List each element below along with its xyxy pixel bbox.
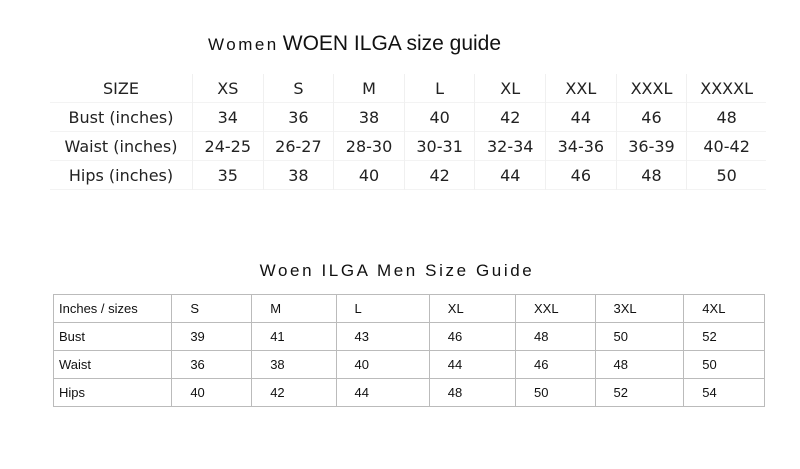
women-size-guide-title: Women WOEN ILGA size guide (208, 32, 501, 56)
table-cell: 32-34 (474, 131, 546, 161)
men-size-guide-title: Woen ILGA Men Size Guide (259, 261, 535, 280)
table-cell: 44 (545, 102, 617, 132)
table-cell: 48 (428, 378, 516, 407)
table-cell: 39 (171, 322, 253, 351)
table-cell: M (333, 74, 405, 103)
table-cell: 40-42 (686, 131, 766, 161)
table-cell: M (251, 294, 337, 323)
table-cell: 48 (514, 322, 596, 351)
women-title-prefix: Women (208, 35, 279, 54)
table-cell: 54 (683, 378, 765, 407)
table-cell: 40 (335, 350, 430, 379)
table-cell: 44 (474, 160, 546, 190)
table-cell: 24-25 (192, 131, 264, 161)
table-cell: 3XL (594, 294, 685, 323)
table-cell: 48 (594, 350, 685, 379)
table-cell: 44 (335, 378, 430, 407)
table-cell: 36 (262, 102, 334, 132)
table-cell: XL (474, 74, 546, 103)
table-cell: 40 (403, 102, 475, 132)
table-cell: 36 (171, 350, 253, 379)
row-label: SIZE (103, 78, 139, 98)
row-label: Waist (52, 350, 173, 379)
row-label: Hips (52, 378, 173, 407)
table-cell: 43 (335, 322, 430, 351)
table-cell: 42 (403, 160, 475, 190)
table-cell: 34-36 (545, 131, 617, 161)
header-row: SIZE XS S M L XL XXL XXXL XXXXL (50, 74, 766, 103)
men-size-table: Inches / sizes S M L XL XXL 3XL 4XL Bust 39 41 43 46… (52, 294, 765, 407)
table-cell: XXL (545, 74, 617, 103)
table-cell: 38 (251, 350, 337, 379)
table-cell: 52 (594, 378, 685, 407)
table-row: Hips (inches) 35 38 40 42 44 46 48 50 (50, 160, 766, 190)
table-cell: L (403, 74, 475, 103)
table-row: Waist (inches) 24-25 26-27 28-30 30-31 32-34 3… (50, 131, 766, 161)
women-size-table: SIZE XS S M L XL XXL XXXL XXXXL Bust (inches) 34 36… (50, 74, 766, 190)
table-cell: XL (428, 294, 516, 323)
table-cell: 50 (686, 160, 766, 190)
table-cell: 50 (514, 378, 596, 407)
table-cell: 41 (251, 322, 337, 351)
table-cell: S (262, 74, 334, 103)
table-cell: L (335, 294, 430, 323)
table-row: Bust (inches) 34 36 38 40 42 44 46 48 (50, 102, 766, 132)
table-cell: 44 (428, 350, 516, 379)
table-cell: 35 (192, 160, 264, 190)
row-label: Bust (inches) (68, 107, 174, 127)
table-cell: 42 (251, 378, 337, 407)
header-row: Inches / sizes S M L XL XXL 3XL 4XL (52, 294, 765, 323)
table-cell: 34 (192, 102, 264, 132)
table-cell: XXXXL (686, 74, 766, 103)
table-row: Bust 39 41 43 46 48 50 52 (52, 322, 765, 351)
table-cell: S (171, 294, 253, 323)
table-cell: 26-27 (262, 131, 334, 161)
table-cell: 40 (333, 160, 405, 190)
table-row: Waist 36 38 40 44 46 48 50 (52, 350, 765, 379)
table-cell: 46 (514, 350, 596, 379)
table-cell: XXL (514, 294, 596, 323)
table-cell: 48 (686, 102, 766, 132)
table-cell: 38 (262, 160, 334, 190)
row-label: Inches / sizes (52, 294, 173, 323)
table-cell: 30-31 (403, 131, 475, 161)
table-cell: 46 (615, 102, 687, 132)
table-cell: 28-30 (333, 131, 405, 161)
table-cell: 36-39 (615, 131, 687, 161)
table-cell: 38 (333, 102, 405, 132)
table-cell: 46 (428, 322, 516, 351)
table-row: Hips 40 42 44 48 50 52 54 (52, 378, 765, 407)
table-cell: 50 (683, 350, 765, 379)
table-cell: XS (192, 74, 264, 103)
row-label: Hips (inches) (68, 165, 174, 185)
table-cell: 50 (594, 322, 685, 351)
table-cell: 40 (171, 378, 253, 407)
table-cell: 4XL (683, 294, 765, 323)
table-cell: 52 (683, 322, 765, 351)
row-label: Bust (52, 322, 173, 351)
table-cell: XXXL (615, 74, 687, 103)
women-title-text: WOEN ILGA size guide (282, 32, 502, 55)
table-cell: 42 (474, 102, 546, 132)
row-label: Waist (inches) (64, 136, 178, 156)
table-cell: 46 (545, 160, 617, 190)
table-cell: 48 (615, 160, 687, 190)
